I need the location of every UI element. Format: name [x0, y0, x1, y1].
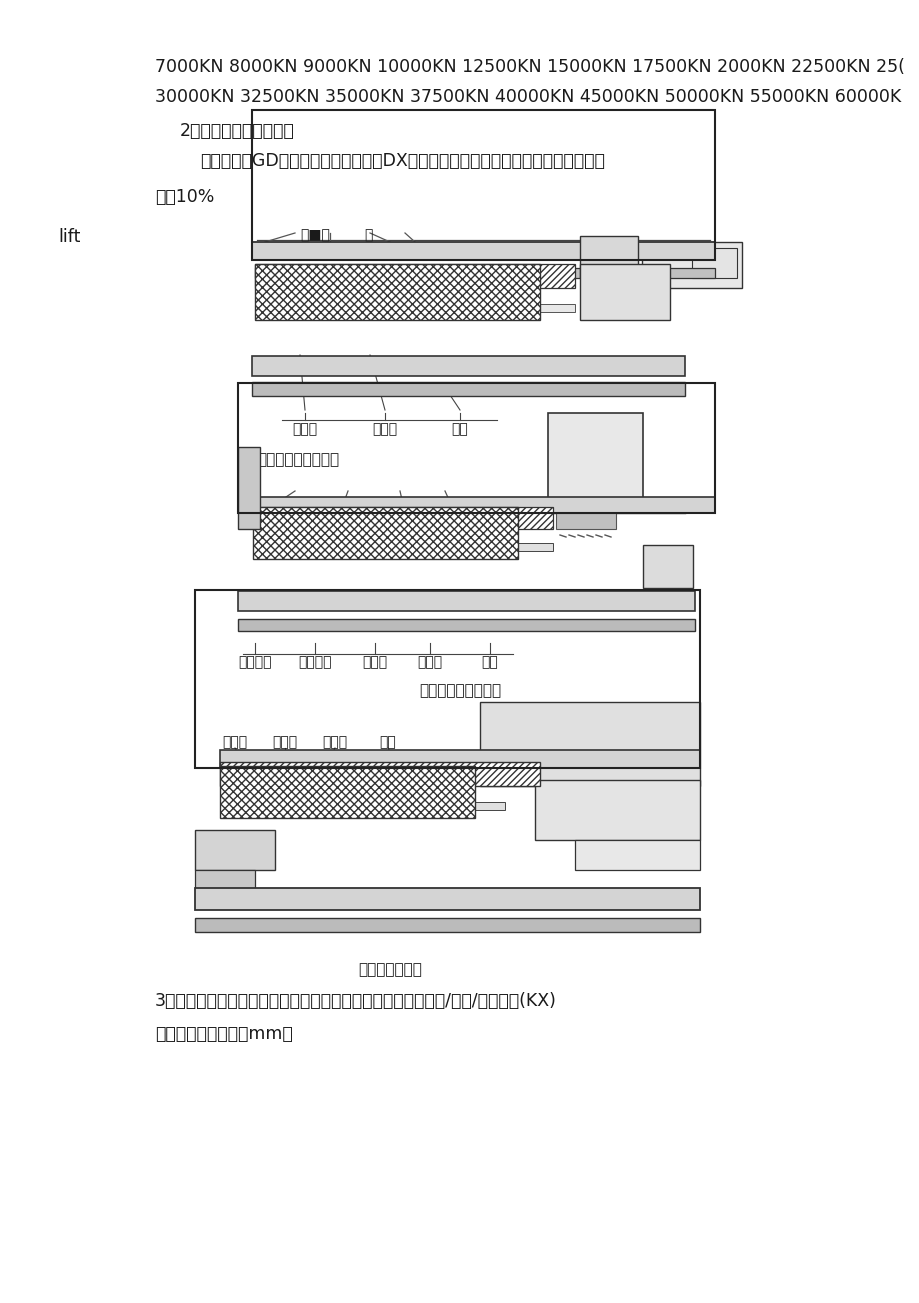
Bar — [253, 507, 552, 529]
Bar — [220, 762, 539, 786]
Text: 单向活动支座结构图: 单向活动支座结构图 — [418, 683, 501, 698]
Bar — [195, 590, 699, 767]
Bar — [255, 265, 539, 321]
Bar — [220, 766, 474, 818]
Text: 橡胶板: 橡胶板 — [322, 735, 347, 749]
Bar — [238, 447, 260, 529]
Bar — [238, 383, 714, 513]
Bar — [555, 513, 616, 529]
Text: 底盘: 底盘 — [451, 422, 468, 437]
Text: 四氟滑条: 四氟滑条 — [298, 655, 332, 668]
Bar — [220, 803, 505, 810]
Text: 底盘: 底盘 — [482, 655, 498, 668]
Bar — [238, 619, 694, 631]
Bar — [535, 780, 699, 840]
Text: 橡胶板: 橡胶板 — [372, 422, 397, 437]
Bar — [195, 919, 699, 932]
Text: 四■豪: 四■豪 — [300, 228, 330, 242]
Text: 密封圈: 密封圈 — [362, 655, 387, 668]
Text: 2、支座可承受的水平力: 2、支座可承受的水平力 — [180, 122, 294, 139]
Bar — [255, 304, 574, 311]
Text: 30000KN 32500KN 35000KN 37500KN 40000KN 45000KN 50000KN 55000KN 60000K: 30000KN 32500KN 35000KN 37500KN 40000KN … — [154, 89, 901, 106]
Bar — [579, 236, 637, 278]
Bar — [252, 356, 685, 377]
Bar — [253, 543, 552, 551]
Bar — [220, 751, 699, 767]
Bar — [548, 413, 642, 513]
Bar — [195, 889, 699, 909]
Bar — [252, 109, 714, 261]
Bar — [691, 248, 736, 278]
Text: 上座板: 上座板 — [222, 735, 247, 749]
Bar — [574, 840, 699, 870]
Bar — [642, 545, 692, 588]
Text: 固定支座结构图: 固定支座结构图 — [357, 962, 422, 977]
Bar — [579, 265, 669, 321]
Bar — [255, 268, 714, 278]
Bar — [253, 496, 714, 513]
Text: 纵桥向最大位移量（mm）: 纵桥向最大位移量（mm） — [154, 1025, 292, 1042]
Text: 中: 中 — [363, 228, 372, 242]
Bar — [252, 382, 685, 396]
Text: 3、位移量：本系列盆式橡胶支座设计的最大位移量如下：项目/类型/支座应力(KX): 3、位移量：本系列盆式橡胶支座设计的最大位移量如下：项目/类型/支座应力(KX) — [154, 992, 556, 1010]
Text: 橡胶板: 橡胶板 — [417, 655, 442, 668]
Text: 底盘: 底盘 — [380, 735, 396, 749]
Bar — [480, 702, 699, 786]
Bar — [195, 830, 275, 870]
Bar — [238, 592, 694, 611]
Text: 固定支座（GD类型）单向活动支座（DX类型），横桥向所能承受的水平力为支座反: 固定支座（GD类型）单向活动支座（DX类型），横桥向所能承受的水平力为支座反 — [199, 152, 604, 169]
Text: 7000KN 8000KN 9000KN 10000KN 12500KN 15000KN 17500KN 2000KN 22500KN 25(: 7000KN 8000KN 9000KN 10000KN 12500KN 150… — [154, 59, 904, 76]
Bar — [255, 265, 574, 288]
Bar — [195, 870, 255, 890]
Text: 侧向钉条: 侧向钉条 — [238, 655, 271, 668]
Text: 密封圈: 密封圈 — [292, 422, 317, 437]
Text: lift: lift — [58, 228, 80, 246]
Text: 密封圈: 密封圈 — [272, 735, 297, 749]
Text: 力的10%: 力的10% — [154, 188, 214, 206]
Bar — [253, 507, 517, 559]
Bar — [641, 242, 742, 288]
Text: 双向活动支座结构图: 双向活动支座结构图 — [256, 452, 339, 466]
Bar — [252, 242, 714, 261]
